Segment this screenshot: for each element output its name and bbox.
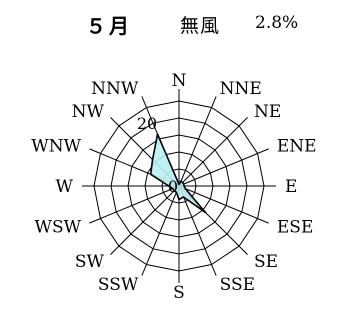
value-point-sw: [173, 190, 175, 192]
value-point-ene: [182, 183, 185, 185]
value-point-nw: [151, 158, 154, 161]
direction-label-wnw: WNW: [31, 136, 81, 156]
frequency-series: [149, 133, 207, 214]
spoke-ne: [178, 117, 248, 187]
frequency-polygon: [149, 133, 207, 214]
direction-label-e: E: [285, 177, 297, 197]
spoke-nne: [178, 96, 217, 187]
radial-tick-labels: 0 20: [137, 114, 178, 196]
spoke-sse: [178, 185, 217, 276]
radial-tick-label: 20: [137, 114, 157, 133]
direction-label-w: W: [56, 177, 74, 197]
value-point-s: [178, 198, 180, 201]
value-point-e: [183, 185, 185, 187]
spoke-sw: [110, 185, 180, 255]
value-point-se: [204, 211, 207, 214]
direction-labels: N NNE NE ENE E ESE SE SSE S SSW SW WSW W WNW NW NNW: [31, 71, 316, 303]
value-point-nne: [180, 180, 182, 183]
direction-label-s: S: [173, 283, 185, 303]
direction-label-nw: NW: [72, 102, 105, 122]
direction-label-ssw: SSW: [98, 275, 139, 295]
value-point-w: [168, 185, 170, 187]
calm-label: 無風: [180, 15, 221, 37]
value-point-ssw: [175, 191, 178, 194]
direction-label-wsw: WSW: [35, 218, 82, 238]
direction-label-ene: ENE: [277, 136, 317, 156]
direction-label-se: SE: [254, 252, 278, 272]
value-point-ese: [184, 187, 187, 190]
direction-label-nne: NNE: [220, 79, 262, 99]
direction-label-sse: SSE: [220, 275, 255, 295]
value-point-ne: [181, 181, 184, 184]
radial-tick-label: 0: [168, 177, 178, 196]
direction-label-sw: SW: [75, 252, 105, 272]
value-point-n: [178, 183, 180, 186]
direction-label-ne: NE: [254, 102, 281, 122]
value-point-nnw: [156, 133, 159, 135]
value-point-wnw: [149, 173, 152, 176]
spoke-wsw: [89, 185, 180, 224]
value-point-wsw: [171, 187, 174, 190]
spoke-ese: [178, 185, 269, 224]
chart-header: ５月 無風 2.8%: [0, 8, 340, 38]
direction-label-nnw: NNW: [91, 79, 139, 99]
month-label: ５月: [86, 14, 132, 38]
direction-label-n: N: [172, 71, 187, 91]
calm-percentage: 2.8%: [255, 13, 299, 33]
direction-label-ese: ESE: [277, 218, 313, 238]
spoke-ssw: [141, 185, 180, 276]
value-point-sse: [182, 196, 185, 198]
spoke-ene: [178, 148, 269, 187]
